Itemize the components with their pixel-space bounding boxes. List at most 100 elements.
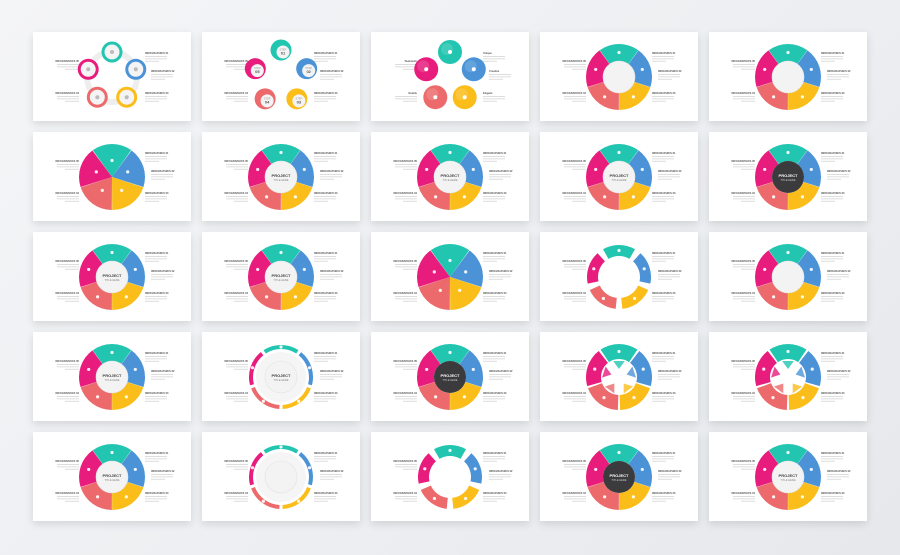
- slide-thumbnail[interactable]: INFOGRAPHICS 01 INFOGRAPHICS 02 INFOGRAPHI…: [33, 332, 191, 421]
- slide-thumbnail[interactable]: Unique Creative Elegant Details Teamwork: [371, 32, 529, 121]
- placeholder-text-line: [652, 100, 666, 102]
- slide-thumbnail[interactable]: INFOGRAPHICS 01 INFOGRAPHICS 02 INFOGRAPHI…: [33, 32, 191, 121]
- infographic-diagram: INFOGRAPHICS 01 INFOGRAPHICS 02 INFOGRAPHI…: [56, 344, 175, 410]
- placeholder-text-line: [564, 264, 586, 265]
- slide-thumbnail[interactable]: INFOGRAPHICS 01 INFOGRAPHICS 02 INFOGRAPHI…: [33, 132, 191, 221]
- placeholder-text-line: [564, 66, 586, 68]
- segment-icon: [264, 195, 269, 199]
- slide-thumbnail[interactable]: INFOGRAPHICS 01 INFOGRAPHICS 02 INFOGRAPHI…: [709, 332, 867, 421]
- segment-icon: [110, 350, 114, 355]
- placeholder-text-line: [226, 264, 248, 265]
- infographic-label: INFOGRAPHICS 02: [151, 469, 175, 473]
- placeholder-text-line: [57, 264, 79, 265]
- segment-icon: [297, 399, 301, 403]
- center-title: PROJECT: [103, 373, 122, 378]
- center-circle: [602, 160, 636, 194]
- placeholder-text-line: [827, 276, 849, 278]
- placeholder-text-line: [489, 78, 503, 80]
- center-subtitle: TITLE HERE: [781, 478, 796, 482]
- segment-icon: [810, 367, 814, 371]
- infographic-label: INFOGRAPHICS 01: [652, 51, 676, 55]
- placeholder-text-line: [652, 296, 674, 297]
- infographic-label: INFOGRAPHICS 05: [394, 259, 418, 263]
- placeholder-text-line: [151, 378, 165, 380]
- segment-icon: [120, 188, 124, 192]
- segment: [755, 350, 777, 387]
- placeholder-text-line: [403, 500, 417, 502]
- slide-thumbnail[interactable]: INFOGRAPHICS 01 INFOGRAPHICS 02 INFOGRAPHI…: [540, 32, 698, 121]
- placeholder-text-line: [483, 58, 505, 60]
- infographic-label: INFOGRAPHICS 04: [563, 91, 587, 95]
- step-number: 04: [265, 99, 270, 104]
- infographic-label: INFOGRAPHICS 02: [658, 269, 682, 273]
- placeholder-text-line: [145, 356, 167, 357]
- center-title: PROJECT: [610, 173, 629, 178]
- center-circle: [771, 260, 805, 294]
- placeholder-text-line: [658, 74, 680, 75]
- segment-icon: [762, 367, 766, 371]
- placeholder-text-line: [395, 498, 417, 500]
- slide-thumbnail[interactable]: INFOGRAPHICS 01 INFOGRAPHICS 02 INFOGRAPHI…: [709, 32, 867, 121]
- slide-thumbnail[interactable]: INFOGRAPHICS 01 INFOGRAPHICS 02 INFOGRAPHI…: [202, 132, 360, 221]
- infographic-label: INFOGRAPHICS 01: [483, 451, 507, 455]
- center-circle: [264, 360, 298, 394]
- placeholder-text-line: [314, 258, 336, 260]
- segment: [755, 150, 779, 188]
- slide-thumbnail[interactable]: INFOGRAPHICS 01 INFOGRAPHICS 02 INFOGRAPHI…: [540, 232, 698, 321]
- topic-icon: [424, 67, 429, 72]
- placeholder-text-line: [564, 164, 586, 165]
- placeholder-text-line: [395, 96, 417, 97]
- star-point: [602, 366, 612, 378]
- infographic-label: INFOGRAPHICS 02: [658, 169, 682, 173]
- slide-thumbnail[interactable]: INFOGRAPHICS 01 INFOGRAPHICS 02 INFOGRAPHI…: [540, 432, 698, 521]
- placeholder-text-line: [65, 168, 79, 170]
- slide-thumbnail[interactable]: INFOGRAPHICS 01 INFOGRAPHICS 02 INFOGRAPHI…: [202, 32, 360, 121]
- infographic-diagram: INFOGRAPHICS 01 INFOGRAPHICS 02 INFOGRAPHI…: [563, 44, 682, 110]
- segment-icon: [279, 250, 283, 255]
- placeholder-text-line: [403, 100, 417, 102]
- placeholder-text-line: [403, 268, 417, 270]
- slide-thumbnail[interactable]: INFOGRAPHICS 01 INFOGRAPHICS 02 INFOGRAPHI…: [33, 432, 191, 521]
- slide-thumbnail[interactable]: INFOGRAPHICS 01 INFOGRAPHICS 02 INFOGRAPHI…: [202, 432, 360, 521]
- center-subtitle: TITLE HERE: [443, 178, 458, 182]
- segment-icon: [786, 349, 790, 354]
- placeholder-text-line: [314, 196, 336, 197]
- infographic-diagram: INFOGRAPHICS 01 INFOGRAPHICS 02 INFOGRAPHI…: [394, 244, 513, 310]
- slide-thumbnail[interactable]: INFOGRAPHICS 01 INFOGRAPHICS 02 INFOGRAPHI…: [33, 232, 191, 321]
- slide-thumbnail[interactable]: INFOGRAPHICS 01 INFOGRAPHICS 02 INFOGRAPHI…: [709, 132, 867, 221]
- segment-icon: [87, 267, 91, 272]
- segment-icon: [771, 295, 776, 299]
- placeholder-text-line: [827, 78, 841, 80]
- slide-thumbnail[interactable]: INFOGRAPHICS 01 INFOGRAPHICS 02 INFOGRAPHI…: [709, 232, 867, 321]
- placeholder-text-line: [827, 76, 849, 78]
- placeholder-text-line: [483, 400, 497, 402]
- slide-thumbnail[interactable]: INFOGRAPHICS 01 INFOGRAPHICS 02 INFOGRAPHI…: [371, 332, 529, 421]
- topic-icon: [462, 95, 467, 100]
- slide-thumbnail[interactable]: INFOGRAPHICS 01 INFOGRAPHICS 02 INFOGRAPHI…: [371, 432, 529, 521]
- placeholder-text-line: [572, 200, 586, 202]
- segment-icon: [307, 466, 312, 470]
- slide-thumbnail[interactable]: INFOGRAPHICS 01 INFOGRAPHICS 02 INFOGRAPHI…: [540, 132, 698, 221]
- infographic-label: INFOGRAPHICS 04: [56, 91, 80, 95]
- placeholder-text-line: [489, 276, 511, 278]
- placeholder-text-line: [821, 98, 843, 100]
- slide-thumbnail[interactable]: INFOGRAPHICS 01 INFOGRAPHICS 02 INFOGRAPHI…: [709, 432, 867, 521]
- segment-icon: [124, 495, 129, 499]
- segment: [249, 352, 264, 386]
- slide-thumbnail[interactable]: INFOGRAPHICS 01 INFOGRAPHICS 02 INFOGRAPHI…: [202, 332, 360, 421]
- infographic-label: INFOGRAPHICS 03: [314, 491, 338, 495]
- placeholder-text-line: [403, 200, 417, 202]
- infographic-label: INFOGRAPHICS 03: [145, 291, 169, 295]
- slide-thumbnail[interactable]: INFOGRAPHICS 01 INFOGRAPHICS 02 INFOGRAPHI…: [371, 232, 529, 321]
- segment-icon: [771, 95, 776, 99]
- slide-thumbnail[interactable]: INFOGRAPHICS 01 INFOGRAPHICS 02 INFOGRAPHI…: [371, 132, 529, 221]
- segment-icon: [95, 495, 100, 499]
- placeholder-text-line: [827, 274, 849, 275]
- segment-icon: [279, 150, 283, 155]
- slide-thumbnail[interactable]: INFOGRAPHICS 01 INFOGRAPHICS 02 INFOGRAPHI…: [540, 332, 698, 421]
- placeholder-text-line: [314, 460, 328, 462]
- placeholder-text-line: [489, 474, 511, 475]
- placeholder-text-line: [483, 498, 505, 500]
- slide-thumbnail[interactable]: INFOGRAPHICS 01 INFOGRAPHICS 02 INFOGRAPHI…: [202, 232, 360, 321]
- infographic-label: INFOGRAPHICS 01: [652, 251, 676, 255]
